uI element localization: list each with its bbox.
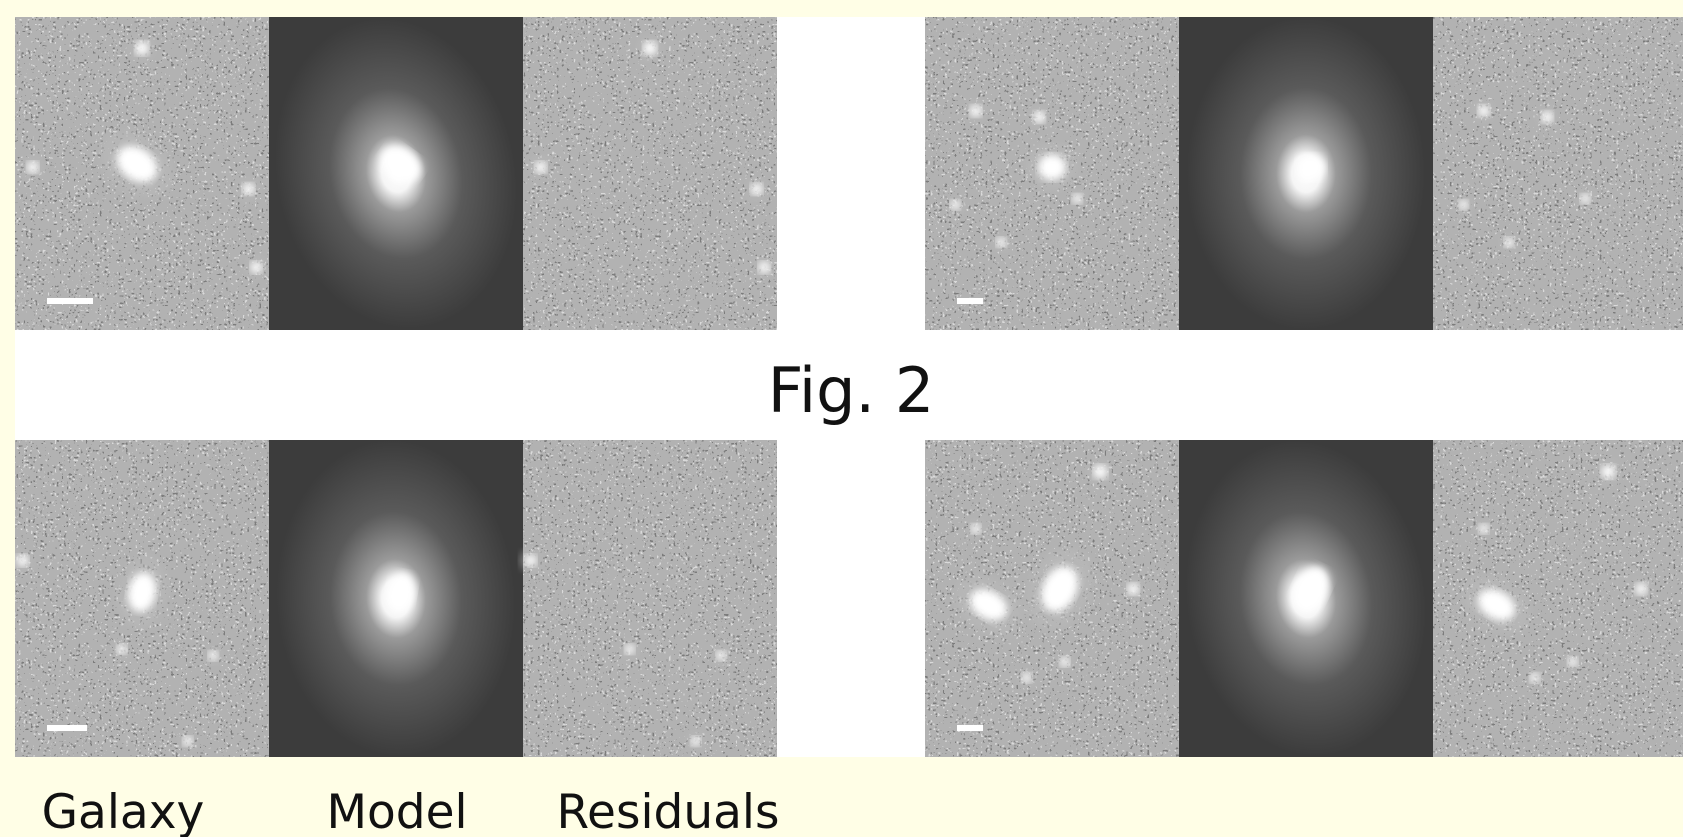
source [716,651,726,661]
scale-bar [957,298,983,304]
image-panel-group [925,17,1683,330]
source [996,237,1006,247]
source [1504,237,1514,247]
column-label: Model [326,785,467,837]
source [183,736,193,746]
column-label: Galaxy [42,785,205,837]
source [970,105,982,117]
source [971,524,981,534]
page: {"figure_label": "Fig. 2", "column_label… [0,0,1683,837]
figure-label: Fig. 2 [768,354,935,427]
panels [925,424,1683,772]
source [758,261,770,273]
source [250,261,262,273]
source [1478,105,1490,117]
source [1568,657,1578,667]
column-label: Residuals [557,785,780,837]
source [1458,200,1468,210]
source [208,651,218,661]
source [1127,583,1139,595]
figure: Fig. 2 Galaxy Model Residuals [0,0,1683,837]
source [643,41,657,55]
source [525,554,537,566]
source [117,644,127,654]
image-panel-group [12,433,777,763]
source [751,183,763,195]
noise-image [523,440,777,757]
source [1479,524,1489,534]
source [691,736,701,746]
source [1038,154,1066,180]
source [1541,111,1553,123]
source [27,161,39,173]
source [535,161,547,173]
image-panel-group [15,0,777,351]
source [625,644,635,654]
model-core [1297,154,1325,180]
source [243,183,255,195]
noise-image [1433,17,1683,330]
source [1093,465,1107,479]
scale-bar [47,298,93,304]
source [17,554,29,566]
panels [925,17,1683,330]
panels [12,433,777,763]
source [1072,194,1082,204]
source [135,41,149,55]
noise-image [523,17,777,330]
source [950,200,960,210]
source [1033,111,1045,123]
scale-bar [957,725,983,731]
source [1022,673,1032,683]
image-panel-group [925,424,1683,772]
source [1530,673,1540,683]
source [1635,583,1647,595]
scale-bar [47,725,87,731]
source [1580,194,1590,204]
source [1601,465,1615,479]
panels [15,0,777,351]
source [1060,657,1070,667]
